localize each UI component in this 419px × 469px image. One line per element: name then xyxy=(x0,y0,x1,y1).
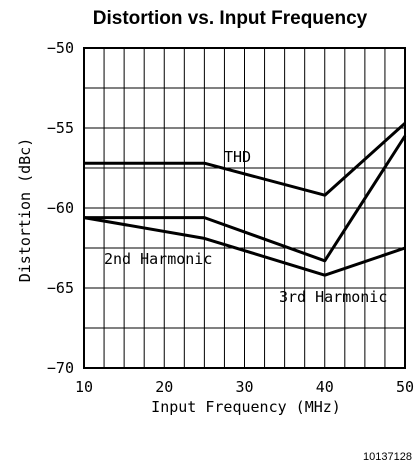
x-tick-labels: 10 20 30 40 50 xyxy=(75,378,414,396)
chart-title: Distortion vs. Input Frequency xyxy=(93,8,368,29)
y-axis-label: Distortion (dBc) xyxy=(16,138,34,283)
series-label-2nd-harmonic: 2nd Harmonic xyxy=(104,250,212,268)
series-line-3rd-harmonic xyxy=(83,216,406,277)
series-line-2nd-harmonic xyxy=(84,135,407,263)
y-tick-label: −50 xyxy=(47,39,74,57)
x-tick-label: 10 xyxy=(75,378,93,396)
series-line-thd xyxy=(84,122,407,197)
grid xyxy=(83,47,406,369)
y-tick-label: −55 xyxy=(47,119,74,137)
series-label-3rd-harmonic: 3rd Harmonic xyxy=(279,288,387,306)
x-tick-label: 50 xyxy=(396,378,414,396)
x-axis-label: Input Frequency (MHz) xyxy=(151,398,341,416)
series-label-thd: THD xyxy=(224,148,251,166)
y-tick-labels: −50 −55 −60 −65 −70 xyxy=(47,39,74,377)
y-tick-label: −60 xyxy=(47,199,74,217)
figure-id: 10137128 xyxy=(363,451,412,463)
y-tick-label: −65 xyxy=(47,279,74,297)
x-tick-label: 40 xyxy=(316,378,334,396)
series-lines xyxy=(83,122,407,277)
plot-frame xyxy=(83,47,406,369)
y-tick-label: −70 xyxy=(47,359,74,377)
x-tick-label: 30 xyxy=(235,378,253,396)
x-tick-label: 20 xyxy=(155,378,173,396)
series-labels: THD 2nd Harmonic 3rd Harmonic xyxy=(104,148,387,306)
